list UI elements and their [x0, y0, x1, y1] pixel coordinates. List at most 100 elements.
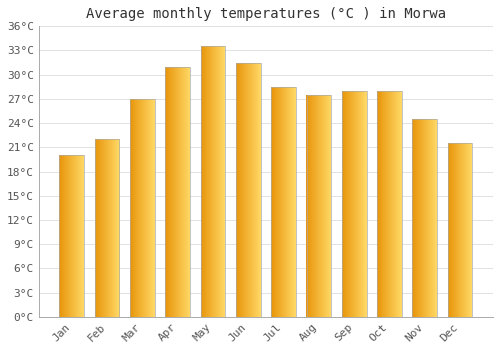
Bar — [363, 91, 364, 317]
Bar — [145, 99, 146, 317]
Bar — [76, 155, 77, 317]
Bar — [326, 95, 328, 317]
Bar — [249, 63, 250, 317]
Bar — [470, 143, 471, 317]
Bar — [459, 143, 460, 317]
Bar — [188, 66, 189, 317]
Bar — [349, 91, 350, 317]
Bar — [308, 95, 309, 317]
Bar — [240, 63, 241, 317]
Bar — [247, 63, 248, 317]
Bar — [418, 119, 419, 317]
Bar — [342, 91, 343, 317]
Bar — [399, 91, 400, 317]
Bar — [170, 66, 171, 317]
Bar — [131, 99, 132, 317]
Bar — [295, 87, 296, 317]
Bar — [398, 91, 399, 317]
Bar — [248, 63, 249, 317]
Bar — [98, 139, 100, 317]
Bar — [141, 99, 142, 317]
Bar — [356, 91, 357, 317]
Bar — [222, 47, 223, 317]
Bar — [461, 143, 462, 317]
Bar — [209, 47, 210, 317]
Bar — [184, 66, 185, 317]
Bar — [324, 95, 325, 317]
Bar — [424, 119, 426, 317]
Bar — [453, 143, 454, 317]
Bar — [381, 91, 382, 317]
Bar — [271, 87, 296, 317]
Bar — [419, 119, 420, 317]
Bar — [457, 143, 458, 317]
Bar — [385, 91, 386, 317]
Bar — [413, 119, 414, 317]
Bar — [186, 66, 187, 317]
Bar — [309, 95, 310, 317]
Bar — [458, 143, 459, 317]
Bar — [81, 155, 82, 317]
Bar — [273, 87, 274, 317]
Bar — [213, 47, 214, 317]
Bar — [80, 155, 82, 317]
Bar — [387, 91, 388, 317]
Bar — [382, 91, 383, 317]
Bar — [377, 91, 402, 317]
Bar — [389, 91, 390, 317]
Bar — [452, 143, 453, 317]
Bar — [449, 143, 450, 317]
Bar — [151, 99, 152, 317]
Bar — [287, 87, 288, 317]
Bar — [454, 143, 455, 317]
Bar — [343, 91, 344, 317]
Bar — [291, 87, 292, 317]
Bar — [147, 99, 148, 317]
Bar — [393, 91, 394, 317]
Bar — [66, 155, 67, 317]
Bar — [365, 91, 366, 317]
Bar — [70, 155, 71, 317]
Bar — [168, 66, 169, 317]
Bar — [456, 143, 457, 317]
Bar — [176, 66, 177, 317]
Bar — [212, 47, 213, 317]
Bar — [414, 119, 415, 317]
Bar — [313, 95, 314, 317]
Bar — [67, 155, 68, 317]
Bar — [169, 66, 170, 317]
Bar — [427, 119, 428, 317]
Bar — [79, 155, 80, 317]
Bar — [380, 91, 381, 317]
Bar — [434, 119, 435, 317]
Bar — [154, 99, 155, 317]
Bar — [204, 47, 205, 317]
Bar — [351, 91, 352, 317]
Bar — [468, 143, 469, 317]
Bar — [329, 95, 330, 317]
Bar — [238, 63, 239, 317]
Bar — [292, 87, 293, 317]
Bar — [116, 139, 117, 317]
Bar — [149, 99, 150, 317]
Bar — [181, 66, 182, 317]
Bar — [346, 91, 347, 317]
Bar — [448, 143, 472, 317]
Bar — [430, 119, 431, 317]
Bar — [431, 119, 432, 317]
Bar — [379, 91, 380, 317]
Bar — [175, 66, 176, 317]
Bar — [62, 155, 63, 317]
Bar — [103, 139, 104, 317]
Bar — [142, 99, 143, 317]
Bar — [327, 95, 328, 317]
Bar — [206, 47, 207, 317]
Bar — [171, 66, 172, 317]
Bar — [80, 155, 81, 317]
Bar — [422, 119, 424, 317]
Bar — [150, 99, 151, 317]
Bar — [218, 47, 219, 317]
Bar — [71, 155, 72, 317]
Bar — [467, 143, 468, 317]
Bar — [436, 119, 437, 317]
